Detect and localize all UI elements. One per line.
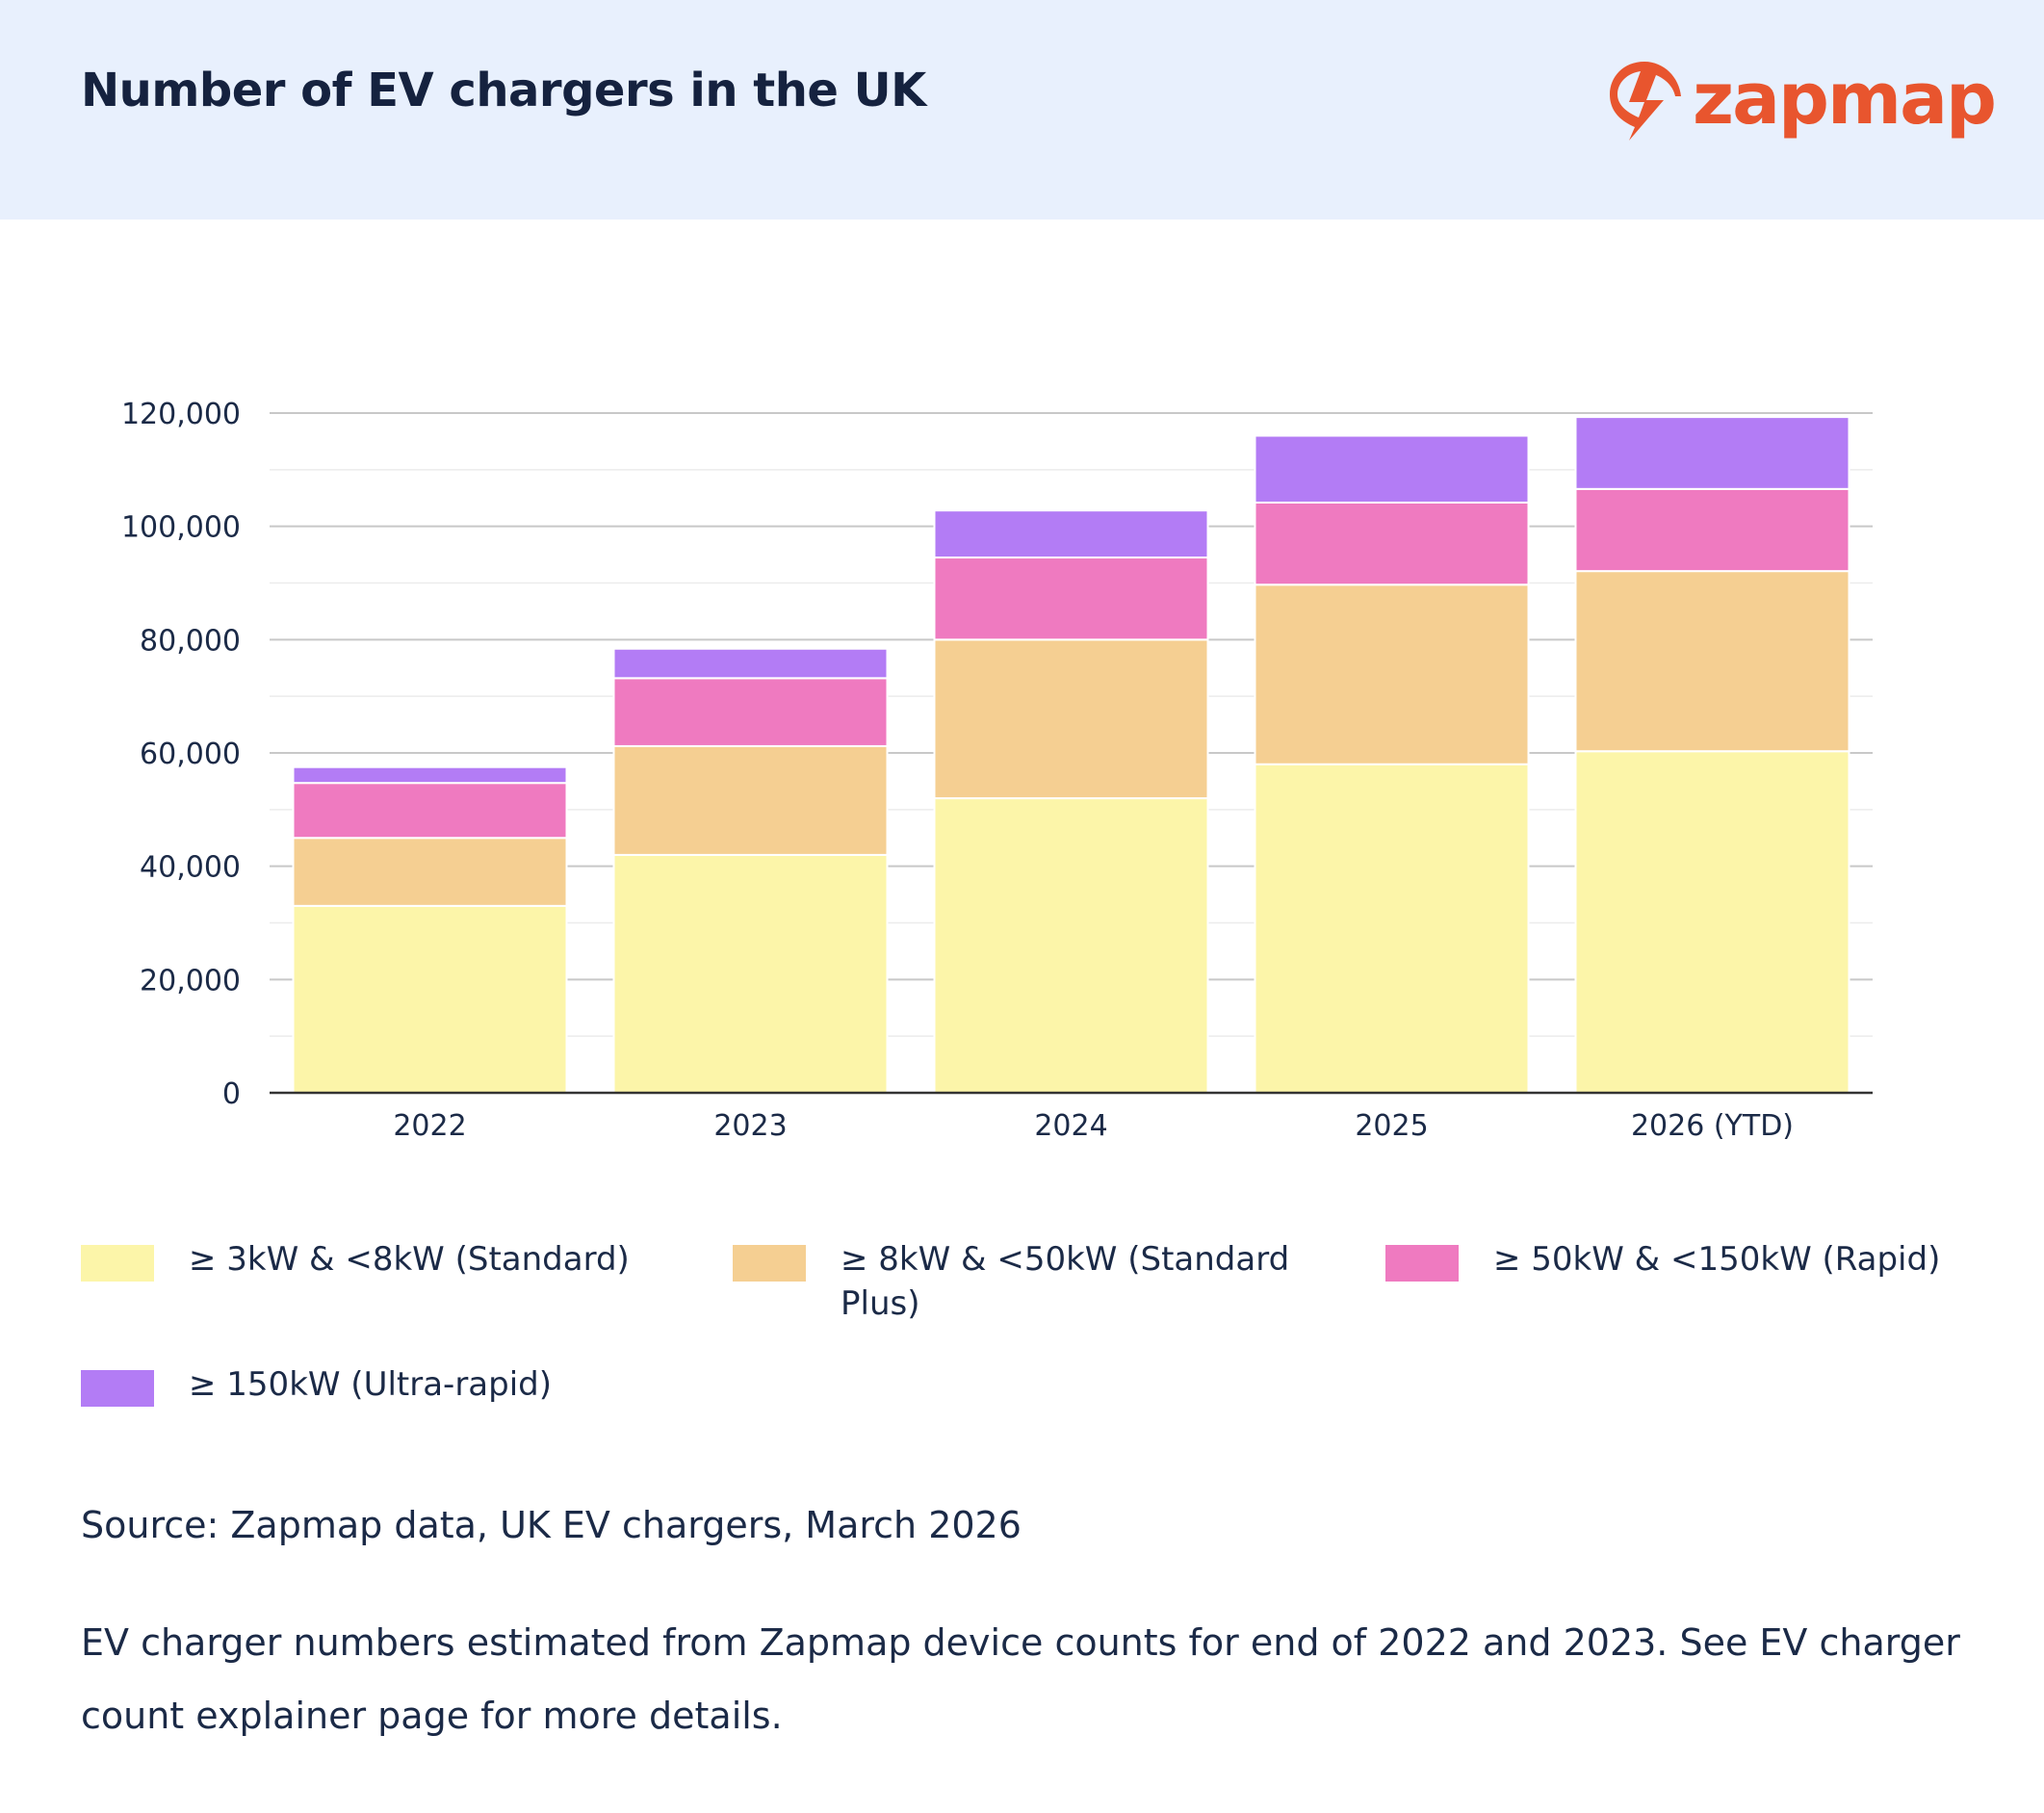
bar-segment	[612, 647, 889, 680]
bar-segment	[933, 638, 1209, 800]
legend-swatch-ultra-rapid	[81, 1370, 154, 1407]
stacked-bar-chart: 0 20,000 40,000 60,000 80,000 100,000 120,000 2…	[121, 398, 1873, 1143]
bar-segment	[612, 677, 889, 747]
bar-segment	[1574, 570, 1850, 753]
y-tick-label: 60,000	[140, 738, 241, 771]
y-tick-label: 120,000	[121, 398, 241, 431]
axes: 0 20,000 40,000 60,000 80,000 100,000 120,000 2…	[121, 398, 1873, 1143]
page-title: Number of EV chargers in the UK	[81, 64, 926, 117]
legend-label-standard: ≥ 3kW & <8kW (Standard)	[189, 1240, 630, 1279]
legend-swatch-rapid	[1385, 1245, 1459, 1282]
bar-segment	[1254, 434, 1530, 504]
legend-swatch-standard	[81, 1245, 154, 1282]
y-tick-label: 40,000	[140, 851, 241, 885]
bar-segment	[292, 904, 568, 1094]
bar-segment	[292, 837, 568, 907]
lightning-icon	[1610, 62, 1681, 141]
y-tick-label: 0	[222, 1077, 241, 1111]
bar-segment	[292, 782, 568, 840]
bar-segment	[1574, 487, 1850, 573]
x-tick-label: 2024	[1034, 1109, 1107, 1143]
bar-segment	[612, 744, 889, 856]
logo-text: zapmap	[1693, 58, 1997, 141]
bar-segment	[933, 557, 1209, 641]
chart-legend: ≥ 3kW & <8kW (Standard) ≥ 8kW & <50kW (S…	[81, 1237, 1968, 1430]
bar-segment	[1254, 501, 1530, 586]
y-tick-label: 80,000	[140, 624, 241, 658]
bars	[292, 416, 1850, 1094]
source-text: Source: Zapmap data, UK EV chargers, Mar…	[81, 1504, 1022, 1546]
x-tick-label: 2026 (YTD)	[1631, 1109, 1794, 1143]
bar-segment	[1574, 750, 1850, 1094]
bar-segment	[1254, 583, 1530, 765]
zapmap-logo: zapmap	[1606, 56, 1997, 142]
bar-segment	[933, 797, 1209, 1094]
legend-label-rapid: ≥ 50kW & <150kW (Rapid)	[1493, 1240, 1941, 1279]
y-tick-label: 20,000	[140, 964, 241, 997]
x-tick-label: 2023	[713, 1109, 787, 1143]
legend-label-ultra-rapid: ≥ 150kW (Ultra-rapid)	[189, 1365, 553, 1404]
legend-swatch-standard-plus	[733, 1245, 806, 1282]
bar-segment	[612, 853, 889, 1094]
x-tick-label: 2022	[393, 1109, 466, 1143]
bar-segment	[933, 509, 1209, 559]
bar-segment	[1574, 416, 1850, 490]
y-tick-label: 100,000	[121, 511, 241, 545]
x-tick-label: 2025	[1355, 1109, 1428, 1143]
header-banner: Number of EV chargers in the UK zapmap	[0, 0, 2044, 220]
bar-segment	[292, 765, 568, 785]
legend-label-standard-plus: ≥ 8kW & <50kW (Standard Plus)	[841, 1240, 1290, 1323]
footnote-text: EV charger numbers estimated from Zapmap…	[81, 1621, 1960, 1737]
bar-segment	[1254, 763, 1530, 1094]
